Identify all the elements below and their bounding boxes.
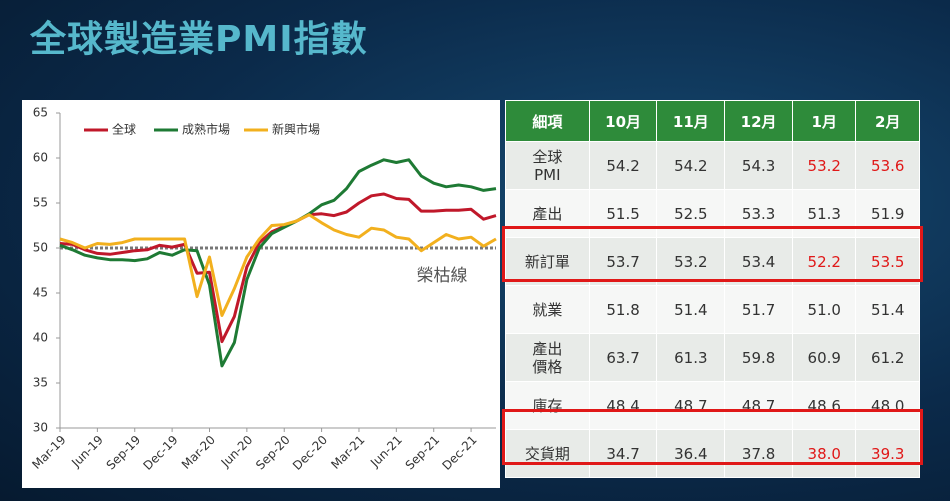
value-cell: 53.3 [724,189,793,238]
table-row: 產出 價格 63.7 61.3 59.8 60.9 61.2 [505,333,920,382]
value-cell: 51.3 [791,189,857,238]
table-row: 交貨期 34.7 36.4 37.8 38.0 39.3 [505,429,920,478]
value-cell: 54.2 [588,141,658,190]
y-tick-label: 45 [33,286,48,300]
value-cell: 48.6 [791,381,857,430]
x-tick-label: Mar-19 [29,433,68,472]
x-tick-label: Sep-20 [253,433,293,473]
header-cell: 11月 [656,100,726,142]
table-row: 產出 51.5 52.5 53.3 51.3 51.9 [505,189,920,238]
value-cell: 53.7 [588,237,658,286]
y-tick-label: 30 [33,421,48,435]
value-cell: 52.5 [656,189,726,238]
row-label: 庫存 [505,381,590,430]
value-cell: 53.4 [724,237,793,286]
value-cell: 39.3 [855,429,920,478]
slide-title: 全球製造業PMI指數 [30,19,368,60]
highlight-box [502,409,923,465]
header-cell: 12月 [724,100,793,142]
value-cell: 51.7 [724,285,793,334]
y-tick-label: 65 [33,106,48,120]
x-tick-label: Mar-21 [328,433,367,472]
row-label: 新訂單 [505,237,590,286]
header-cell: 10月 [588,100,658,142]
value-cell: 51.5 [588,189,658,238]
value-cell: 36.4 [656,429,726,478]
x-tick-label: Dec-19 [141,433,181,473]
header-cell: 1月 [791,100,857,142]
legend-label: 新興市場 [272,122,320,137]
x-tick-label: Dec-20 [290,433,330,473]
row-label: 產出 價格 [505,333,590,382]
value-cell: 48.0 [855,381,920,430]
value-cell: 60.9 [791,333,857,382]
value-cell: 53.6 [855,141,920,190]
value-cell: 51.0 [791,285,857,334]
x-tick-label: Sep-19 [104,433,144,473]
value-cell: 53.5 [855,237,920,286]
value-cell: 51.4 [855,285,920,334]
row-label: 全球 PMI [505,141,590,190]
x-tick-label: Jun-20 [218,433,256,471]
value-cell: 59.8 [724,333,793,382]
table-row: 全球 PMI 54.2 54.2 54.3 53.2 53.6 [505,141,920,190]
value-cell: 54.2 [656,141,726,190]
reference-label: 榮枯線 [417,266,468,286]
series-line [59,213,497,317]
legend-label: 全球 [112,122,136,137]
data-table: 細項 10月 11月 12月 1月 2月 全球 PMI 54.2 54.2 54.3 53.2 53.… [505,100,920,478]
legend-label: 成熟市場 [182,122,230,137]
value-cell: 63.7 [588,333,658,382]
value-cell: 38.0 [791,429,857,478]
x-tick-label: Sep-21 [403,433,443,473]
y-tick-label: 50 [33,241,48,255]
value-cell: 48.7 [656,381,726,430]
value-cell: 61.3 [656,333,726,382]
value-cell: 53.2 [791,141,857,190]
value-cell: 51.4 [656,285,726,334]
table-row: 新訂單 53.7 53.2 53.4 52.2 53.5 [505,237,920,286]
value-cell: 51.8 [588,285,658,334]
value-cell: 52.2 [791,237,857,286]
header-cell: 細項 [505,100,590,142]
value-cell: 54.3 [724,141,793,190]
row-label: 就業 [505,285,590,334]
value-cell: 48.7 [724,381,793,430]
header-cell: 2月 [855,100,920,142]
value-cell: 53.2 [656,237,726,286]
series-line [59,158,497,368]
value-cell: 61.2 [855,333,920,382]
x-tick-label: Jun-19 [68,433,106,471]
y-tick-label: 40 [33,331,48,345]
value-cell: 51.9 [855,189,920,238]
row-label: 交貨期 [505,429,590,478]
x-tick-label: Dec-21 [439,433,479,473]
y-tick-label: 35 [33,376,48,390]
header-row: 細項 10月 11月 12月 1月 2月 [505,100,920,142]
highlight-box [502,226,923,282]
x-tick-label: Jun-21 [367,433,405,471]
table-row: 就業 51.8 51.4 51.7 51.0 51.4 [505,285,920,334]
chart: 30 35 40 45 50 55 60 65 Mar-19 Jun-19Sep-19Dec-19… [22,100,500,488]
y-tick-label: 55 [33,196,48,210]
value-cell: 34.7 [588,429,658,478]
table-row: 庫存 48.4 48.7 48.7 48.6 48.0 [505,381,920,430]
y-tick-label: 60 [33,151,48,165]
x-tick-label: Mar-20 [179,433,218,472]
